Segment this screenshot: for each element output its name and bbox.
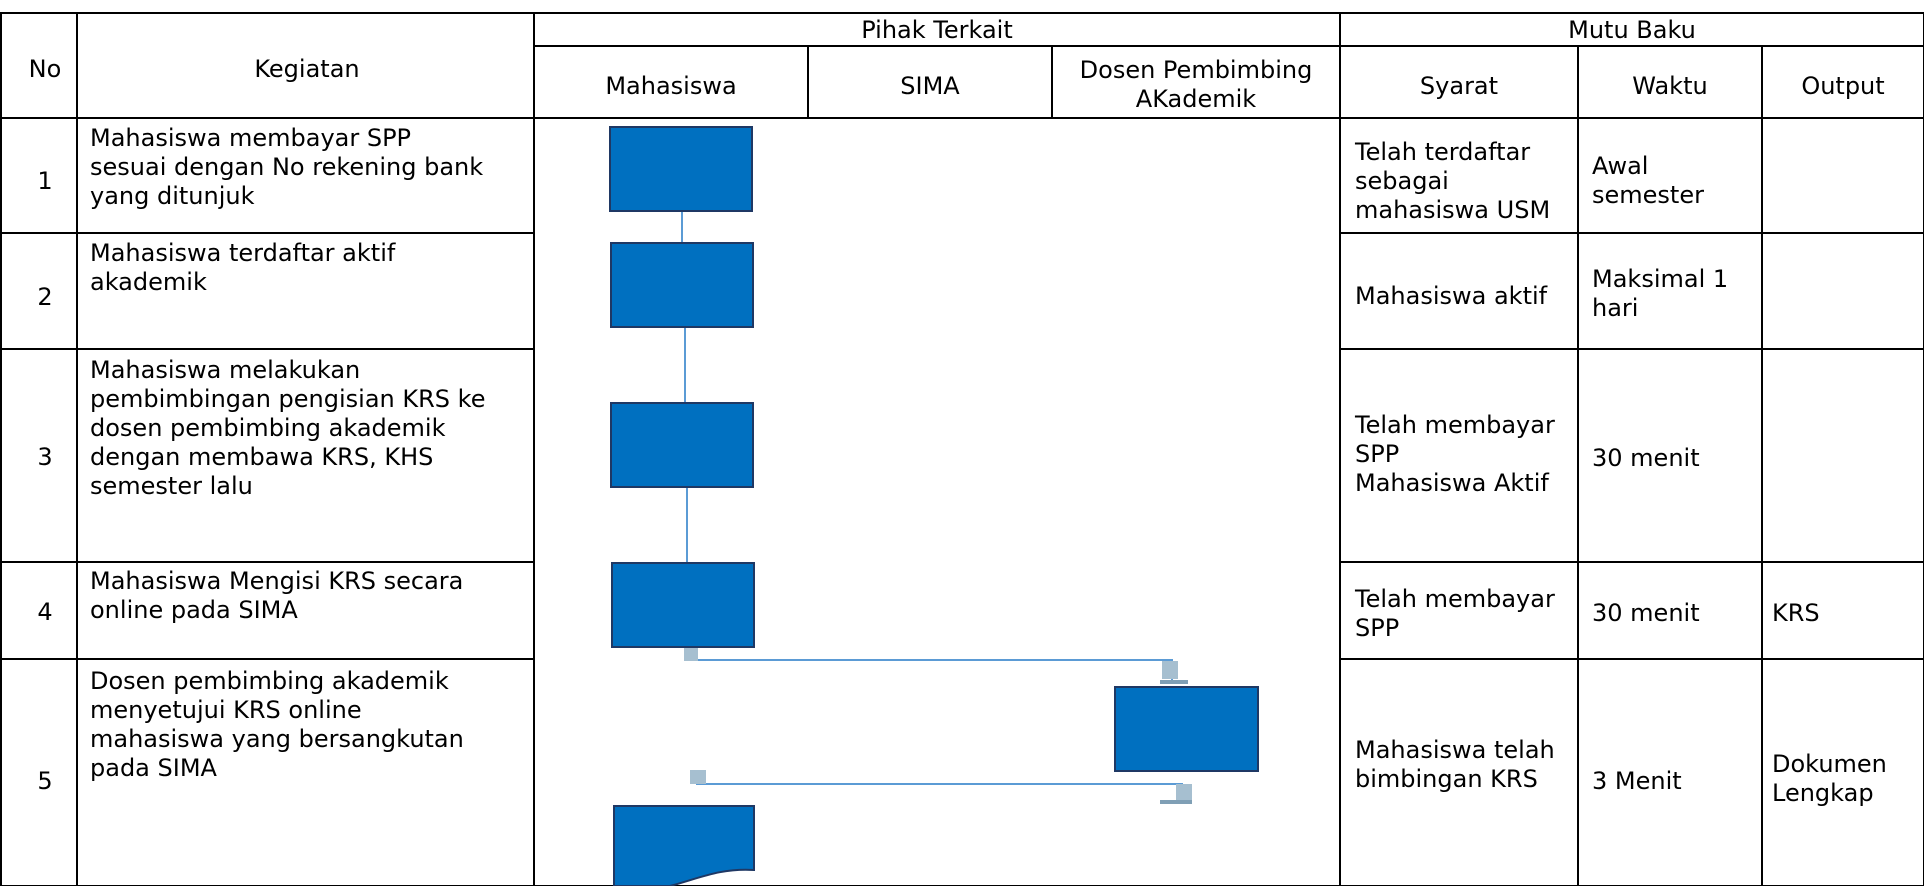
row-3-time: 30 menit [1592,444,1700,472]
row-4-no: 4 [37,598,53,626]
row-4-activity: Mahasiswa Mengisi KRS secara online pada… [90,567,464,624]
row-2-requirement: Mahasiswa aktif [1355,282,1548,310]
row-5-activity: Dosen pembimbing akademik menyetujui KRS… [90,667,464,782]
process-box-5 [1114,686,1259,772]
row-3-activity: Mahasiswa melakukan pembimbingan pengisi… [90,356,486,500]
header-quality: Mutu Baku [1568,16,1696,44]
header-sima: SIMA [900,72,960,100]
connector-stubs [684,647,1192,804]
row-5-output: Dokumen Lengkap [1772,750,1887,807]
process-box-3 [610,402,754,488]
row-4-requirement: Telah membayar SPP [1355,585,1555,642]
row-1-no: 1 [37,167,53,195]
row-5-no: 5 [37,767,53,795]
row-2-no: 2 [37,283,53,311]
process-box-1 [609,126,753,212]
row-5-time: 3 Menit [1592,767,1682,795]
process-box-2 [610,242,754,328]
table-grid [0,12,1924,886]
header-output: Output [1801,72,1885,100]
row-1-requirement: Telah terdaftar sebagai mahasiswa USM [1355,138,1551,224]
process-box-4 [611,562,755,648]
row-1-time: Awal semester [1592,152,1704,209]
header-activity: Kegiatan [254,55,360,83]
row-2-time: Maksimal 1 hari [1592,265,1729,322]
document-shape [613,805,755,886]
connector-4-5 [690,659,1173,680]
process-boxes [609,126,1259,886]
header-student: Mahasiswa [605,72,737,100]
connector-5-6 [696,775,1183,795]
header-no: No [28,55,62,83]
header-time: Waktu [1632,72,1708,100]
row-3-no: 3 [37,443,53,471]
row-5-requirement: Mahasiswa telah bimbingan KRS [1355,736,1555,793]
header-requirement: Syarat [1419,72,1499,100]
header-advisor: Dosen Pembimbing AKademik [1079,56,1313,113]
row-4-time: 30 menit [1592,599,1700,627]
row-3-requirement: Telah membayar SPP Mahasiswa Aktif [1355,411,1555,497]
row-2-activity: Mahasiswa terdaftar aktif akademik [90,239,396,296]
connectors [681,210,1183,795]
row-1-activity: Mahasiswa membayar SPP sesuai dengan No … [90,124,484,210]
header-parties: Pihak Terkait [861,16,1013,44]
row-4-output: KRS [1772,599,1820,627]
